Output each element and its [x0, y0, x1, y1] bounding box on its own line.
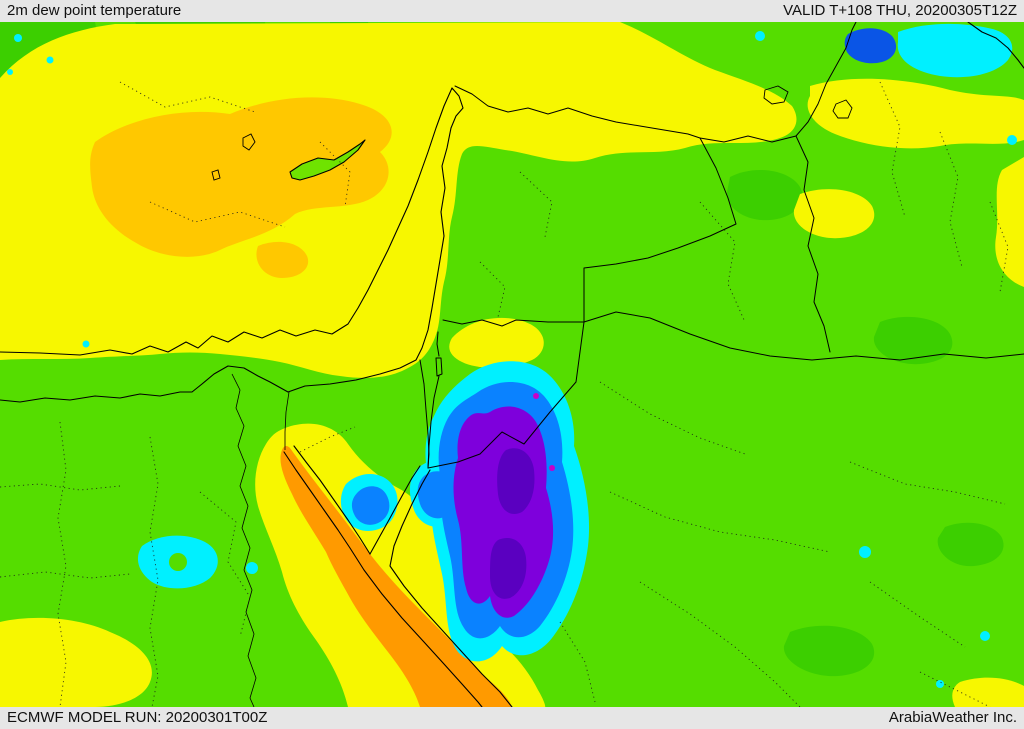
model-run-label: ECMWF MODEL RUN: 20200301T00Z [7, 709, 268, 726]
field-magenta-specks [533, 393, 555, 471]
lakes [211, 85, 853, 181]
cyprus-island [290, 140, 365, 180]
product-title: 2m dew point temperature [7, 2, 182, 19]
field-amber-patches [90, 97, 392, 278]
footer-bar: ECMWF MODEL RUN: 20200301T00Z ArabiaWeat… [0, 707, 1024, 729]
header-bar: 2m dew point temperature VALID T+108 THU… [0, 0, 1024, 22]
field-green-core [169, 553, 187, 571]
rivers [231, 373, 290, 707]
brand-label: ArabiaWeather Inc. [888, 709, 1017, 726]
map-area [0, 22, 1024, 707]
coastlines [0, 22, 1024, 707]
country-borders [419, 22, 1024, 469]
valid-time-label: VALID T+108 THU, 20200305T12Z [783, 2, 1017, 19]
field-violet-cores [490, 448, 535, 599]
field-deepblue-spot [844, 28, 897, 64]
admin-boundaries [0, 81, 1009, 707]
dewpoint-map [0, 22, 1024, 707]
